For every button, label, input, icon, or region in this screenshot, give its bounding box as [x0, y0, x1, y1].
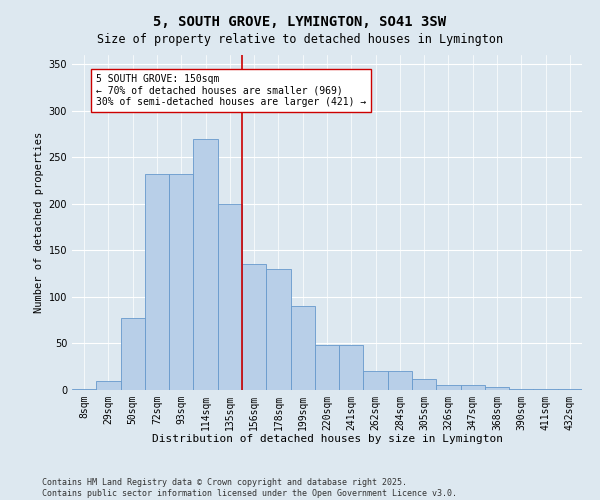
Bar — [242, 264, 266, 390]
Text: Size of property relative to detached houses in Lymington: Size of property relative to detached ho… — [97, 32, 503, 46]
Bar — [485, 387, 509, 390]
Text: 5, SOUTH GROVE, LYMINGTON, SO41 3SW: 5, SOUTH GROVE, LYMINGTON, SO41 3SW — [154, 15, 446, 29]
Bar — [436, 386, 461, 390]
Y-axis label: Number of detached properties: Number of detached properties — [34, 132, 44, 313]
Bar — [412, 379, 436, 390]
Bar — [121, 318, 145, 390]
Bar — [290, 306, 315, 390]
Bar — [193, 138, 218, 390]
X-axis label: Distribution of detached houses by size in Lymington: Distribution of detached houses by size … — [151, 434, 503, 444]
Bar — [388, 372, 412, 390]
Text: 5 SOUTH GROVE: 150sqm
← 70% of detached houses are smaller (969)
30% of semi-det: 5 SOUTH GROVE: 150sqm ← 70% of detached … — [96, 74, 367, 107]
Bar — [218, 204, 242, 390]
Bar — [509, 389, 533, 390]
Bar — [339, 346, 364, 390]
Bar — [461, 386, 485, 390]
Bar — [266, 269, 290, 390]
Text: Contains HM Land Registry data © Crown copyright and database right 2025.
Contai: Contains HM Land Registry data © Crown c… — [42, 478, 457, 498]
Bar — [145, 174, 169, 390]
Bar — [533, 389, 558, 390]
Bar — [558, 389, 582, 390]
Bar — [72, 389, 96, 390]
Bar — [364, 372, 388, 390]
Bar — [315, 346, 339, 390]
Bar — [169, 174, 193, 390]
Bar — [96, 380, 121, 390]
